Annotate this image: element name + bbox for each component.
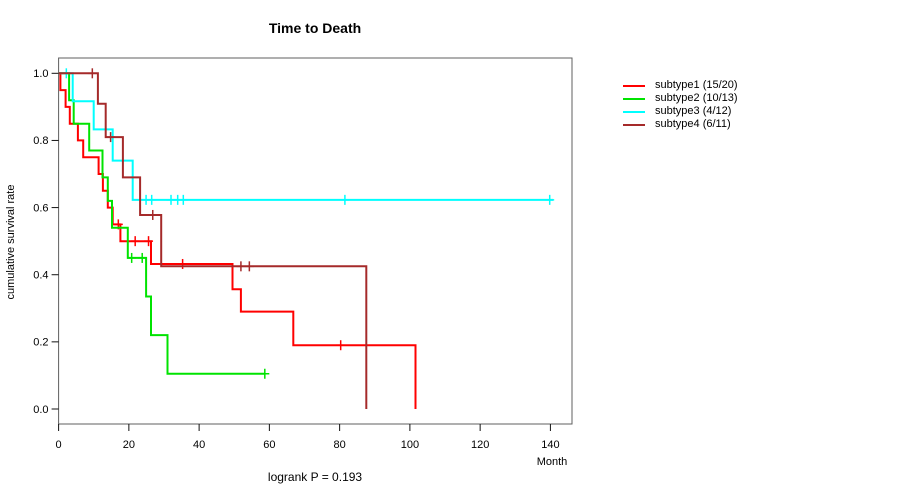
censor-mark-subtype3 bbox=[147, 194, 157, 205]
x-tick-label: 20 bbox=[123, 439, 135, 451]
y-tick-label: 1.0 bbox=[33, 68, 48, 80]
censor-mark-subtype1 bbox=[336, 340, 346, 351]
km-curve-subtype1 bbox=[58, 72, 417, 409]
chart-title: Time to Death bbox=[268, 20, 362, 36]
legend-item-subtype2: subtype2 (10/13) bbox=[623, 92, 738, 105]
censor-mark-subtype4 bbox=[236, 261, 246, 272]
legend-item-subtype1: subtype1 (15/20) bbox=[623, 79, 738, 92]
censor-mark-subtype2 bbox=[127, 252, 137, 263]
censor-mark-subtype2 bbox=[260, 368, 270, 379]
legend-line-swatch-subtype4 bbox=[623, 123, 645, 126]
legend-line-swatch-subtype2 bbox=[623, 97, 645, 100]
y-tick-label: 0.2 bbox=[33, 337, 48, 349]
censor-mark-subtype4 bbox=[87, 68, 97, 79]
legend-label: subtype3 (4/12) bbox=[655, 105, 732, 117]
x-axis-title: Month bbox=[537, 456, 568, 468]
censor-mark-subtype4 bbox=[148, 209, 158, 220]
censor-mark-subtype3 bbox=[340, 194, 350, 205]
censor-mark-subtype4 bbox=[106, 132, 116, 143]
legend-line-swatch-subtype3 bbox=[623, 110, 645, 113]
x-tick-label: 0 bbox=[56, 439, 62, 451]
censor-mark-subtype4 bbox=[244, 261, 254, 272]
plot-box bbox=[58, 57, 573, 425]
y-tick-label: 0.4 bbox=[33, 270, 48, 282]
x-tick-label: 100 bbox=[401, 439, 419, 451]
legend-item-subtype4: subtype4 (6/11) bbox=[623, 118, 738, 131]
km-curve-subtype3 bbox=[58, 72, 554, 201]
censor-mark-subtype2 bbox=[137, 252, 147, 263]
legend-label: subtype2 (10/13) bbox=[655, 92, 738, 104]
x-tick-label: 140 bbox=[541, 439, 559, 451]
censor-mark-subtype3 bbox=[178, 194, 188, 205]
y-tick-label: 0.0 bbox=[33, 404, 48, 416]
km-curve-subtype4 bbox=[58, 72, 368, 409]
y-tick-label: 0.8 bbox=[33, 135, 48, 147]
censor-mark-subtype3 bbox=[545, 194, 555, 205]
censor-mark-subtype1 bbox=[178, 258, 188, 269]
km-curve-subtype2 bbox=[58, 72, 265, 375]
censor-mark-subtype1 bbox=[144, 236, 154, 247]
x-tick-label: 80 bbox=[334, 439, 346, 451]
y-tick-label: 0.6 bbox=[33, 202, 48, 214]
censor-mark-subtype1 bbox=[130, 236, 140, 247]
legend-label: subtype4 (6/11) bbox=[655, 118, 731, 130]
legend: subtype1 (15/20) subtype2 (10/13) subtyp… bbox=[623, 79, 738, 131]
x-tick-label: 40 bbox=[193, 439, 205, 451]
legend-item-subtype3: subtype3 (4/12) bbox=[623, 105, 738, 118]
legend-line-swatch-subtype1 bbox=[623, 84, 645, 87]
legend-label: subtype1 (15/20) bbox=[655, 79, 738, 91]
x-tick-label: 120 bbox=[471, 439, 489, 451]
logrank-annotation: logrank P = 0.193 bbox=[267, 470, 363, 484]
x-tick-label: 60 bbox=[263, 439, 275, 451]
